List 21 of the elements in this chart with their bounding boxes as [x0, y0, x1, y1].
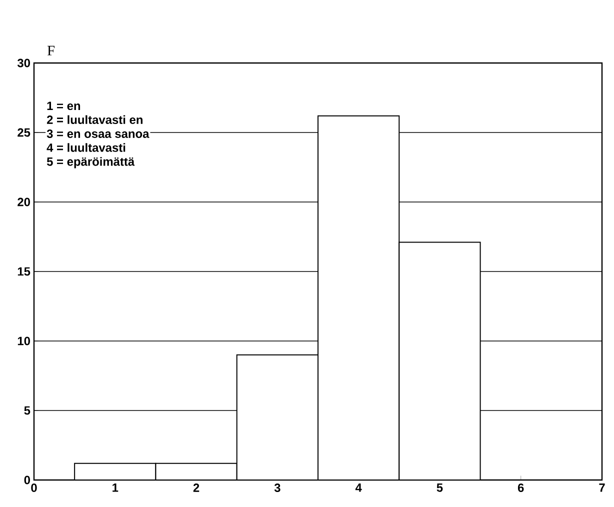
y-tick-label: 10	[18, 336, 30, 346]
x-tick-label: 1	[112, 484, 118, 492]
y-tick-label: 30	[17, 58, 30, 68]
y-tick-label: 0	[24, 476, 30, 484]
x-tick-label: 7	[599, 484, 605, 492]
y-tick-label: 25	[18, 128, 30, 137]
y-tick-label: 5	[24, 406, 30, 415]
x-tick-label: 0	[31, 484, 37, 492]
y-tick-label: 20	[18, 198, 30, 206]
annotation: 4 = luultavasti	[46, 143, 126, 152]
annotation: 1 = en	[47, 102, 80, 110]
annotation: 3 = en osaa sanoa	[46, 130, 150, 138]
x-tick-label: 4	[355, 484, 362, 492]
x-tick-label: 5	[436, 484, 443, 492]
annotation: 5 = epäröimättä	[46, 157, 135, 168]
y-axis-title: F	[47, 46, 55, 56]
y-tick-label: 15	[18, 267, 30, 276]
annotation: 2 = luultavasti en	[46, 115, 142, 124]
x-tick-label: 3	[274, 484, 280, 492]
x-tick-label: 2	[193, 484, 200, 492]
x-tick-label: 6	[518, 484, 524, 492]
